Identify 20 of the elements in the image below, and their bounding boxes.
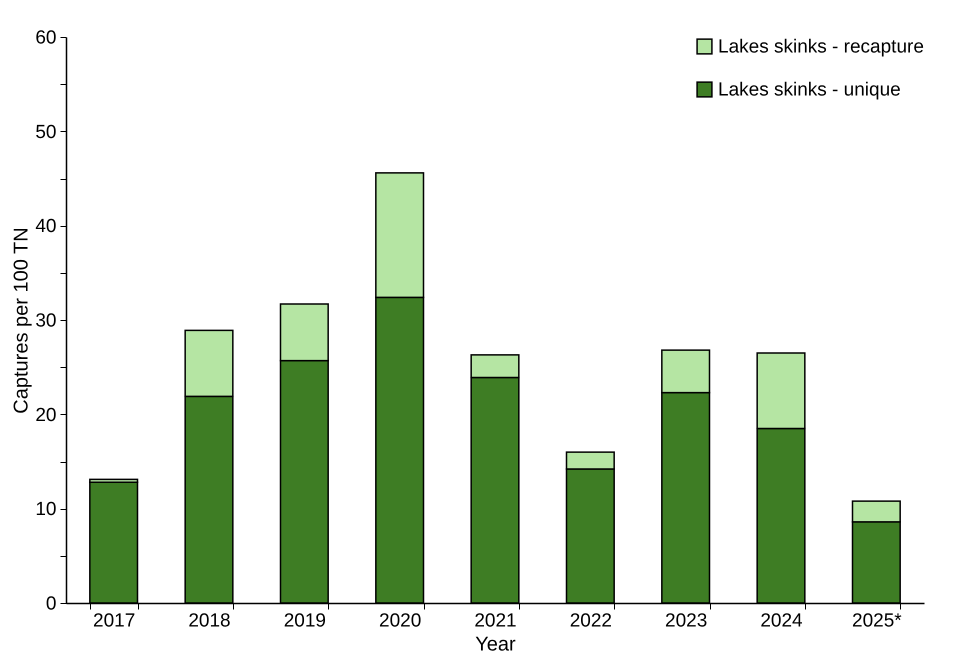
x-tick-label: 2018: [188, 610, 231, 632]
x-tick-label: 2025*: [852, 610, 902, 632]
legend-label: Lakes skinks - recapture: [718, 36, 924, 58]
x-tick-label: 2020: [379, 610, 422, 632]
x-tick-label: 2024: [760, 610, 804, 632]
y-axis-title: Captures per 100 TN: [10, 227, 32, 414]
x-tick-label: 2017: [93, 610, 136, 632]
y-tick-label: 40: [35, 216, 56, 238]
x-tick-label: 2021: [474, 610, 517, 632]
x-tick-label: 2023: [665, 610, 708, 632]
x-tick-label: 2022: [570, 610, 612, 632]
y-tick-label: 10: [35, 499, 56, 520]
y-tick-label: 60: [35, 28, 56, 48]
y-tick-label: 20: [35, 404, 56, 426]
y-tick-label: 30: [35, 310, 56, 332]
y-tick-label: 0: [46, 594, 56, 614]
y-tick-label: 50: [35, 122, 56, 143]
legend-label: Lakes skinks - unique: [718, 80, 901, 100]
x-axis-title: Year: [475, 634, 516, 656]
x-tick-label: 2019: [284, 610, 326, 632]
